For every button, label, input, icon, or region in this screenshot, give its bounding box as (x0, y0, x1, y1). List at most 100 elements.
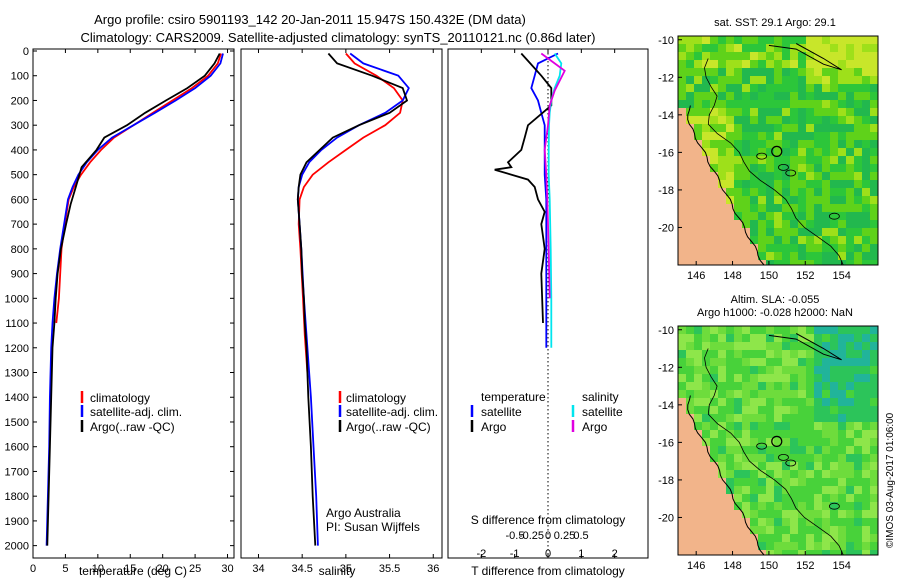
map-cell (862, 164, 870, 172)
map-cell (742, 534, 750, 542)
map-cell (766, 220, 774, 228)
map-cell (822, 236, 830, 244)
lat-tick-label: -20 (658, 512, 674, 524)
map-cell (686, 454, 694, 462)
map-cell (790, 470, 798, 478)
map-cell (726, 108, 734, 116)
map-cell (806, 124, 814, 132)
map-cell (822, 542, 830, 550)
map-cell (702, 92, 710, 100)
map-cell (854, 398, 862, 406)
map-cell (822, 414, 830, 422)
map-cell (742, 342, 750, 350)
map-cell (790, 36, 798, 44)
map-cell (782, 342, 790, 350)
map-cell (782, 108, 790, 116)
map-cell (814, 398, 822, 406)
map-cell (838, 502, 846, 510)
map-cell (718, 252, 726, 260)
map-cell (742, 236, 750, 244)
map-cell (830, 244, 838, 252)
map-cell (846, 438, 854, 446)
map-cell (678, 60, 686, 68)
map-cell (710, 260, 718, 265)
map-cell (750, 534, 758, 542)
map-cell (678, 196, 686, 204)
map-cell (870, 486, 878, 494)
map-cell (742, 446, 750, 454)
map-cell (806, 52, 814, 60)
map-cell (806, 446, 814, 454)
map-cell (862, 236, 870, 244)
map-cell (750, 438, 758, 446)
map-cell (870, 438, 878, 446)
map-cell (710, 108, 718, 116)
map-cell (798, 84, 806, 92)
map-cell (726, 414, 734, 422)
map-cell (694, 334, 702, 342)
map-cell (718, 132, 726, 140)
legend-label-satellite: satellite-adj. clim. (346, 405, 438, 419)
map-cell (806, 188, 814, 196)
map-cell (790, 462, 798, 470)
map-cell (790, 526, 798, 534)
map-cell (734, 518, 742, 526)
map-cell (694, 228, 702, 236)
map-cell (694, 220, 702, 228)
map-cell (806, 156, 814, 164)
map-cell (766, 140, 774, 148)
map-cell (838, 100, 846, 108)
y-tick-label: 1000 (5, 293, 29, 305)
map-cell (750, 382, 758, 390)
map-cell (734, 92, 742, 100)
map-cell (838, 148, 846, 156)
temperature-xlabel: temperature (deg C) (79, 564, 187, 578)
map-cell (678, 422, 686, 430)
y-tick-label: 100 (11, 71, 29, 83)
map-cell (758, 550, 766, 555)
map-cell (678, 374, 686, 382)
map-cell (822, 244, 830, 252)
map-cell (710, 164, 718, 172)
map-cell (742, 68, 750, 76)
map-cell (838, 366, 846, 374)
map-cell (862, 478, 870, 486)
map-cell (686, 188, 694, 196)
map-cell (830, 382, 838, 390)
y-tick-label: 1200 (5, 343, 29, 355)
map-cell (718, 164, 726, 172)
map-cell (838, 60, 846, 68)
map-cell (686, 430, 694, 438)
map-cell (854, 542, 862, 550)
map-cell (814, 108, 822, 116)
map-cell (782, 244, 790, 252)
map-cell (678, 124, 686, 132)
map-cell (678, 228, 686, 236)
map-cell (774, 172, 782, 180)
map-cell (742, 52, 750, 60)
reef-outline (785, 459, 797, 467)
map-cell (710, 422, 718, 430)
map-cell (790, 244, 798, 252)
map-cell (718, 534, 726, 542)
map-cell (822, 164, 830, 172)
map-cell (846, 196, 854, 204)
map-cell (790, 188, 798, 196)
map-cell (726, 132, 734, 140)
map-cell (822, 84, 830, 92)
map-cell (718, 92, 726, 100)
map-cell (870, 196, 878, 204)
map-cell (702, 494, 710, 502)
map-cell (758, 470, 766, 478)
map-cell (806, 342, 814, 350)
map-cell (838, 132, 846, 140)
map-cell (774, 462, 782, 470)
map-cell (694, 260, 702, 265)
map-cell (750, 358, 758, 366)
map-cell (846, 414, 854, 422)
map-cell (782, 430, 790, 438)
map-cell (710, 236, 718, 244)
map-cell (758, 204, 766, 212)
map-cell (798, 180, 806, 188)
map-cell (686, 36, 694, 44)
